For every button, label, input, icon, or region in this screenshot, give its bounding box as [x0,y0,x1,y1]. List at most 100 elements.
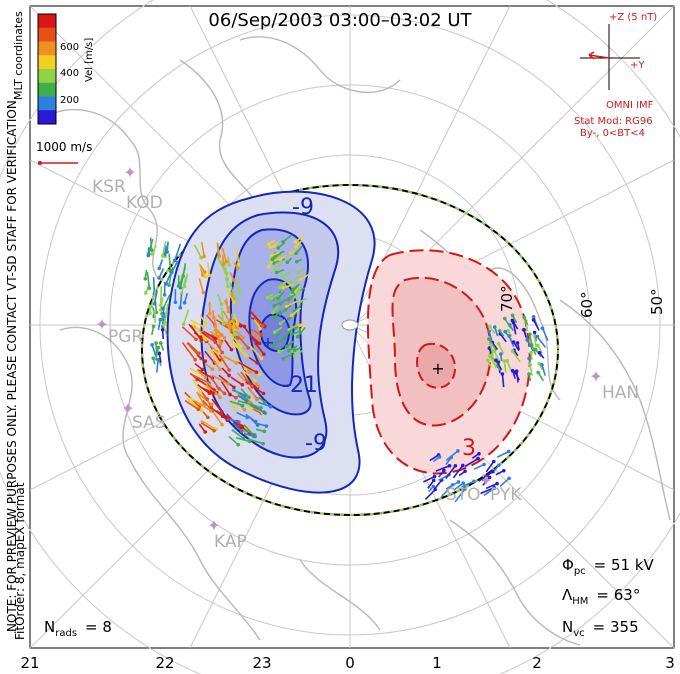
velocity-vector-origin [295,335,300,339]
velocity-vector-origin [243,366,248,371]
velocity-vector [237,335,249,349]
velocity-vector-origin [242,324,247,329]
velocity-vector [453,482,464,491]
velocity-vector-origin [496,341,501,346]
velocity-vector-origin [172,258,177,263]
velocity-vector-origin [218,395,222,400]
velocity-vector-origin [487,346,492,351]
velocity-vector-origin [268,404,273,409]
velocity-vector-origin [157,276,161,280]
velocity-vector [248,309,265,327]
velocity-vector-origin [226,309,231,314]
velocity-vector-origin [495,481,499,486]
velocity-vector [248,388,258,401]
velocity-vector [213,326,225,339]
station-label-kap: KAP [214,532,247,552]
velocity-vector-origin [472,479,476,484]
velocity-vector-origin [182,300,187,305]
velocity-vector [279,278,290,288]
velocity-vector-origin [239,324,243,328]
velocity-vector-origin [531,318,536,322]
velocity-vector-origin [148,311,152,316]
velocity-vector-origin [203,430,207,434]
velocity-vector [150,289,157,307]
velocity-vector-origin [227,326,232,331]
velocity-vector-origin [482,462,486,467]
velocity-vector-origin [276,296,280,301]
velocity-vector [485,482,498,490]
mlt-label-21: 21 [20,654,39,672]
velocity-vector [218,354,230,371]
velocity-vector-origin [293,240,298,244]
velocity-vector-origin [273,267,277,272]
velocity-vector [196,369,206,379]
velocity-vector-origin [161,306,165,311]
velocity-vector [532,319,540,331]
velocity-vector [286,300,298,308]
station-label-sto: STO [446,485,481,505]
velocity-vector [204,332,221,348]
velocity-vector-origin [160,254,165,258]
velocity-vector-origin [249,407,253,411]
velocity-vector-origin [297,323,302,328]
colorbar-tick-200: 200 [60,95,79,106]
velocity-vector-origin [154,341,158,345]
velocity-vector-origin [253,419,258,424]
velocity-vector-origin [212,428,216,433]
velocity-vector [221,247,228,262]
velocity-vector [200,242,205,257]
velocity-vector-origin [219,340,223,345]
velocity-vector-origin [487,329,491,334]
velocity-vector-origin [197,351,201,356]
lat-label-50: 50° [648,288,666,315]
velocity-vector-origin [227,373,231,378]
velocity-vector-origin [292,348,297,353]
velocity-vector-origin [540,362,544,367]
neg-cell-center-marker: + [261,333,274,352]
velocity-vector-origin [162,323,166,327]
velocity-vector-origin [497,463,501,467]
velocity-vector-origin [298,277,303,282]
velocity-vector-origin [240,382,245,387]
velocity-vector-origin [269,253,274,258]
velocity-vector [164,303,169,323]
velocity-vector [250,404,265,413]
station-label-han: HAN [602,383,639,403]
velocity-vector [240,388,250,398]
colorbar-segment [38,69,56,84]
stat-lambda-hm: ΛHM = 63° [562,586,640,607]
velocity-vector-origin [522,327,526,332]
velocity-vector-origin [274,270,279,275]
velocity-vector [253,316,264,327]
velocity-vector [237,400,252,406]
velocity-vector-origin [437,455,442,459]
velocity-vector [216,243,221,256]
velocity-vector-origin [264,424,269,428]
velocity-vector [151,344,157,357]
preview-note: NOTE: FOR PREVIEW PURPOSES ONLY. PLEASE … [5,96,19,632]
velocity-vector-origin [165,250,169,254]
velocity-vector [253,318,261,330]
velocity-vector-origin [200,367,205,372]
velocity-vector-origin [276,246,281,250]
velocity-vector [541,327,549,341]
velocity-vector-origin [286,317,291,322]
velocity-vector-origin [227,368,232,372]
velocity-vector-origin [232,300,237,305]
velocity-vector [202,387,214,394]
velocity-vector-origin [196,407,201,412]
velocity-scale-label: 1000 m/s [36,140,92,154]
mlt-label-3: 3 [665,654,675,672]
velocity-vector-origin [492,325,497,329]
station-marker: ✦ [207,516,220,535]
colorbar-label: Vel [m/s] [84,38,95,82]
latitude-labels: 50° 60° 70° [498,285,666,318]
velocity-vector-origin [241,436,246,441]
velocity-vector [220,381,231,396]
velocity-vector-origin [151,324,156,329]
velocity-vector-origin [203,375,208,380]
velocity-vector-origin [278,257,283,262]
mlt-label-2: 2 [532,654,542,672]
velocity-vector [501,373,505,388]
velocity-vector-origin [178,305,183,310]
